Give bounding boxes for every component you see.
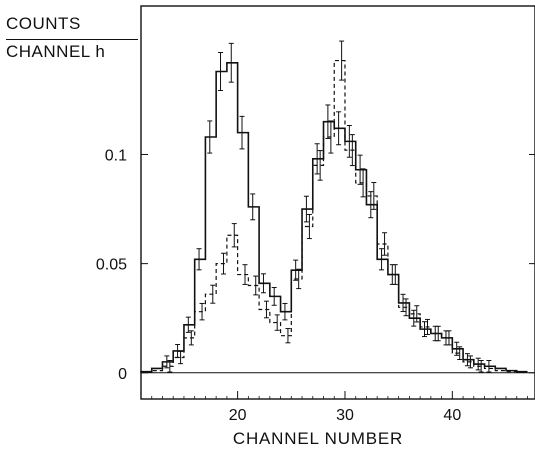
ylabel-fraction-bar	[6, 39, 138, 40]
x-axis-label: CHANNEL NUMBER	[233, 429, 403, 448]
solid-histogram	[140, 61, 528, 373]
x-tick-label: 30	[336, 407, 354, 424]
plot-frame	[140, 5, 535, 400]
plot-area: 20 30 40 0 0.05 0.1	[96, 5, 535, 424]
y-tick-label: 0.05	[96, 257, 127, 274]
ylabel-denominator: CHANNEL h	[6, 42, 106, 61]
x-tick-label: 20	[229, 407, 247, 424]
ylabel-numerator: COUNTS	[6, 14, 81, 33]
dashed-histogram	[140, 59, 528, 373]
y-tick-label: 0	[118, 366, 127, 383]
y-tick-label: 0.1	[105, 147, 127, 164]
x-tick-label: 40	[443, 407, 461, 424]
